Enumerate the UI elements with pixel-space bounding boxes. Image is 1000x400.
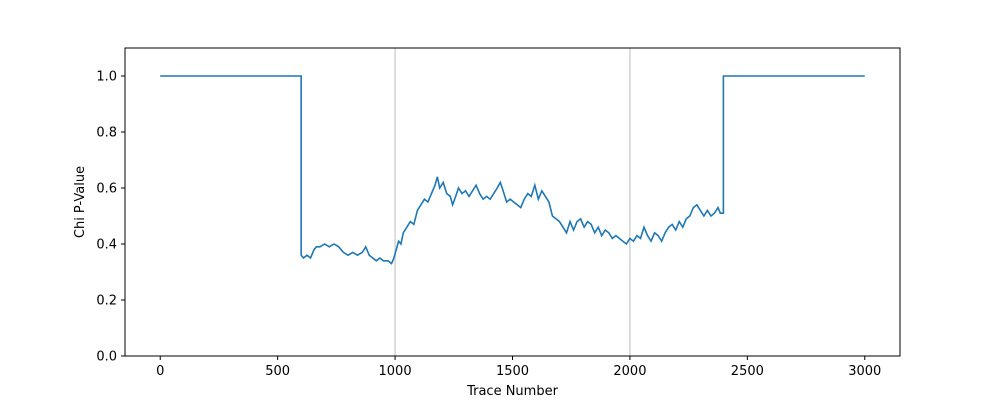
y-tick-label: 0.2 bbox=[96, 294, 117, 309]
x-tick-label: 2500 bbox=[731, 364, 764, 379]
series-group bbox=[160, 75, 865, 265]
y-axis: 0.0 0.2 0.4 0.6 0.8 1.0 bbox=[96, 70, 125, 365]
x-tick-label: 0 bbox=[156, 364, 164, 379]
reference-lines bbox=[394, 48, 631, 356]
y-tick-label: 0.8 bbox=[96, 126, 117, 141]
x-tick-label: 1000 bbox=[379, 364, 412, 379]
x-axis-label: Trace Number bbox=[466, 384, 558, 399]
y-tick-label: 0.4 bbox=[96, 238, 117, 253]
y-axis-label: Chi P-Value bbox=[73, 166, 88, 238]
y-tick-label: 0.0 bbox=[96, 350, 117, 365]
x-tick-label: 1500 bbox=[496, 364, 529, 379]
y-tick-label: 1.0 bbox=[96, 70, 117, 85]
x-axis: 0 500 1000 1500 2000 2500 3000 bbox=[156, 356, 881, 379]
x-tick-label: 500 bbox=[265, 364, 290, 379]
x-tick-label: 2000 bbox=[613, 364, 646, 379]
series-line bbox=[160, 75, 865, 265]
x-tick-label: 3000 bbox=[848, 364, 881, 379]
y-tick-label: 0.6 bbox=[96, 182, 117, 197]
